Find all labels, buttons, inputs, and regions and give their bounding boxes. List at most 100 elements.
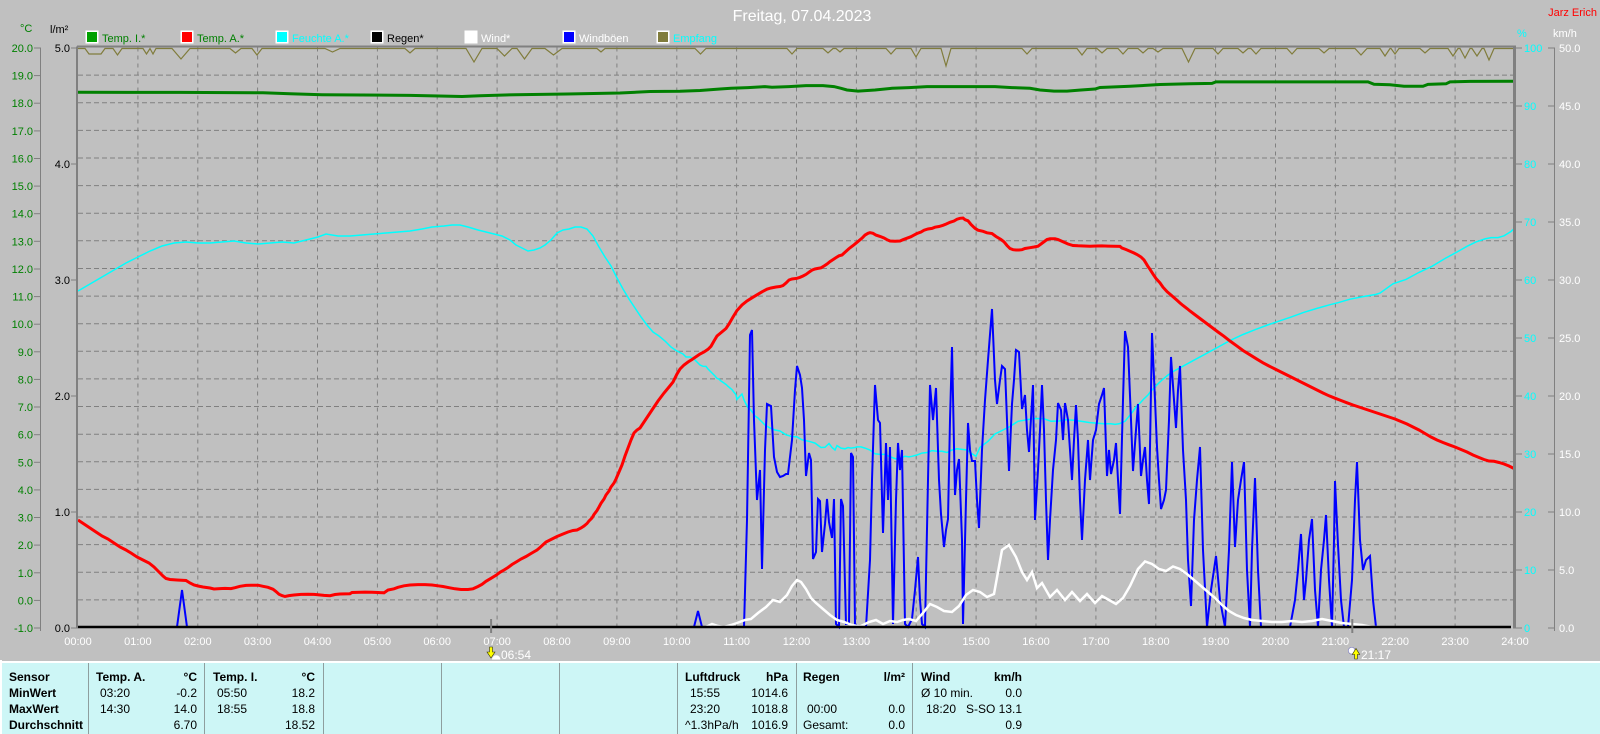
svg-text:9.0: 9.0 bbox=[18, 347, 33, 359]
svg-text:Sensor: Sensor bbox=[9, 670, 50, 684]
svg-text:8.0: 8.0 bbox=[18, 374, 33, 386]
svg-text:10:00: 10:00 bbox=[663, 636, 691, 648]
svg-text:MaxWert: MaxWert bbox=[9, 702, 59, 716]
svg-text:22:00: 22:00 bbox=[1381, 636, 1409, 648]
svg-text:hPa: hPa bbox=[766, 670, 788, 684]
svg-text:2.0: 2.0 bbox=[55, 391, 70, 403]
svg-text:15.0: 15.0 bbox=[1559, 449, 1580, 461]
svg-text:11:00: 11:00 bbox=[723, 636, 750, 648]
svg-text:20: 20 bbox=[1524, 507, 1536, 519]
svg-text:15.0: 15.0 bbox=[12, 181, 33, 193]
svg-text:70: 70 bbox=[1524, 217, 1536, 229]
svg-text:6.70: 6.70 bbox=[174, 718, 198, 732]
svg-text:23:20: 23:20 bbox=[690, 702, 720, 716]
svg-text:13.0: 13.0 bbox=[12, 236, 33, 248]
svg-text:0.0: 0.0 bbox=[1559, 623, 1574, 635]
svg-text:4.0: 4.0 bbox=[55, 159, 70, 171]
svg-text:00:00: 00:00 bbox=[807, 702, 837, 716]
svg-text:14.0: 14.0 bbox=[12, 209, 33, 221]
svg-text:1014.6: 1014.6 bbox=[751, 686, 788, 700]
svg-text:20.0: 20.0 bbox=[1559, 391, 1580, 403]
svg-text:18.2: 18.2 bbox=[292, 686, 316, 700]
svg-text:^1.3hPa/h: ^1.3hPa/h bbox=[685, 718, 739, 732]
svg-text:7.0: 7.0 bbox=[18, 402, 33, 414]
svg-text:1018.8: 1018.8 bbox=[751, 702, 788, 716]
svg-text:05:00: 05:00 bbox=[364, 636, 392, 648]
svg-text:04:00: 04:00 bbox=[304, 636, 332, 648]
svg-text:Gesamt:: Gesamt: bbox=[803, 718, 848, 732]
svg-text:00:00: 00:00 bbox=[64, 636, 92, 648]
svg-text:12.0: 12.0 bbox=[12, 264, 33, 276]
svg-text:21:00: 21:00 bbox=[1322, 636, 1350, 648]
svg-text:Wind*: Wind* bbox=[481, 33, 511, 45]
svg-text:12:00: 12:00 bbox=[783, 636, 811, 648]
svg-text:10.0: 10.0 bbox=[1559, 507, 1580, 519]
svg-text:14:00: 14:00 bbox=[902, 636, 930, 648]
svg-text:Luftdruck: Luftdruck bbox=[685, 670, 741, 684]
svg-text:06:54: 06:54 bbox=[501, 648, 531, 662]
svg-text:18:20: 18:20 bbox=[926, 702, 956, 716]
svg-text:80: 80 bbox=[1524, 159, 1536, 171]
svg-text:5.0: 5.0 bbox=[55, 43, 70, 55]
svg-text:08:00: 08:00 bbox=[543, 636, 571, 648]
svg-text:40: 40 bbox=[1524, 391, 1536, 403]
svg-text:3.0: 3.0 bbox=[18, 513, 33, 525]
svg-text:Wind: Wind bbox=[921, 670, 950, 684]
svg-text:10: 10 bbox=[1524, 565, 1536, 577]
svg-text:Freitag, 07.04.2023: Freitag, 07.04.2023 bbox=[733, 8, 872, 25]
svg-text:30: 30 bbox=[1524, 449, 1536, 461]
svg-text:0.0: 0.0 bbox=[888, 718, 905, 732]
svg-text:Empfang: Empfang bbox=[673, 33, 717, 45]
svg-text:18.52: 18.52 bbox=[285, 718, 315, 732]
svg-text:%: % bbox=[1517, 28, 1527, 40]
svg-text:30.0: 30.0 bbox=[1559, 275, 1580, 287]
svg-text:25.0: 25.0 bbox=[1559, 333, 1580, 345]
svg-text:km/h: km/h bbox=[994, 670, 1022, 684]
svg-text:40.0: 40.0 bbox=[1559, 159, 1580, 171]
svg-text:20:00: 20:00 bbox=[1262, 636, 1290, 648]
svg-text:°C: °C bbox=[20, 23, 32, 35]
svg-text:Windböen: Windböen bbox=[579, 33, 629, 45]
svg-text:S-SO 13.1: S-SO 13.1 bbox=[966, 702, 1022, 716]
svg-text:16.0: 16.0 bbox=[12, 154, 33, 166]
svg-text:21:17: 21:17 bbox=[1361, 648, 1391, 662]
svg-text:19.0: 19.0 bbox=[12, 71, 33, 83]
svg-text:06:00: 06:00 bbox=[423, 636, 451, 648]
svg-text:Temp. A.*: Temp. A.* bbox=[197, 33, 245, 45]
svg-text:100: 100 bbox=[1524, 43, 1542, 55]
svg-text:20.0: 20.0 bbox=[12, 43, 33, 55]
svg-text:18:55: 18:55 bbox=[217, 702, 247, 716]
svg-text:09:00: 09:00 bbox=[603, 636, 631, 648]
svg-text:0.9: 0.9 bbox=[1005, 718, 1022, 732]
svg-text:Regen*: Regen* bbox=[387, 33, 424, 45]
svg-text:0.0: 0.0 bbox=[18, 595, 33, 607]
svg-text:03:00: 03:00 bbox=[244, 636, 272, 648]
svg-text:Ø 10 min.: Ø 10 min. bbox=[921, 686, 973, 700]
svg-text:l/m²: l/m² bbox=[884, 670, 905, 684]
svg-text:Feuchte A.*: Feuchte A.* bbox=[292, 33, 350, 45]
svg-text:02:00: 02:00 bbox=[184, 636, 212, 648]
svg-text:km/h: km/h bbox=[1553, 28, 1577, 40]
svg-text:13:00: 13:00 bbox=[843, 636, 871, 648]
svg-text:6.0: 6.0 bbox=[18, 430, 33, 442]
svg-text:11.0: 11.0 bbox=[12, 292, 33, 304]
svg-text:19:00: 19:00 bbox=[1202, 636, 1230, 648]
svg-text:3.0: 3.0 bbox=[55, 275, 70, 287]
svg-text:50.0: 50.0 bbox=[1559, 43, 1580, 55]
svg-text:50: 50 bbox=[1524, 333, 1536, 345]
svg-text:17.0: 17.0 bbox=[12, 126, 33, 138]
svg-text:-1.0: -1.0 bbox=[14, 623, 33, 635]
svg-text:17:00: 17:00 bbox=[1082, 636, 1110, 648]
svg-text:0.0: 0.0 bbox=[1005, 686, 1022, 700]
svg-text:4.0: 4.0 bbox=[18, 485, 33, 497]
svg-text:Jarz Erich: Jarz Erich bbox=[1548, 7, 1597, 19]
svg-text:5.0: 5.0 bbox=[18, 457, 33, 469]
svg-text:90: 90 bbox=[1524, 101, 1536, 113]
svg-text:45.0: 45.0 bbox=[1559, 101, 1580, 113]
svg-text:1016.9: 1016.9 bbox=[751, 718, 788, 732]
svg-text:07:00: 07:00 bbox=[483, 636, 511, 648]
svg-text:05:50: 05:50 bbox=[217, 686, 247, 700]
svg-text:03:20: 03:20 bbox=[100, 686, 130, 700]
svg-text:18.8: 18.8 bbox=[292, 702, 316, 716]
svg-text:01:00: 01:00 bbox=[124, 636, 152, 648]
